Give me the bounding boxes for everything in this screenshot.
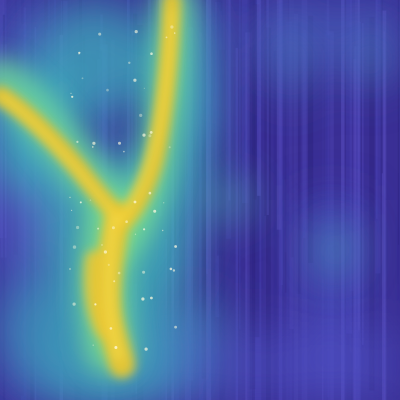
sparkle-dot: [123, 151, 125, 153]
sparkle-dot: [150, 297, 153, 300]
sparkle-dot: [143, 228, 145, 230]
sparkle-dot: [118, 272, 121, 275]
sparkle-dot: [71, 210, 72, 211]
sparkle-dot: [142, 271, 145, 274]
sparkle-dot: [112, 226, 115, 229]
sparkle-dot: [76, 141, 78, 143]
sparkle-dot: [145, 348, 148, 351]
sparkle-dot: [162, 230, 163, 231]
sparkle-dot: [134, 201, 137, 204]
sparkle-dot: [139, 114, 142, 117]
sparkle-dot: [173, 269, 175, 271]
sparkle-dot: [71, 96, 73, 98]
sparkle-dot: [69, 268, 71, 270]
sparkle-dot: [104, 250, 107, 253]
sparkle-dot: [90, 200, 91, 201]
sparkle-dot: [70, 93, 71, 94]
sparkle-dot: [110, 327, 113, 330]
sparkle-dot: [73, 245, 76, 248]
sparkle-dot: [94, 303, 96, 305]
sparkle-dot: [108, 264, 110, 266]
sparkle-dot: [174, 32, 175, 33]
sparkle-dot: [125, 220, 128, 223]
sparkle-dot: [114, 346, 117, 349]
sparkle-dot: [69, 197, 70, 198]
sparkle-dot: [153, 210, 156, 213]
sparkle-dot: [73, 303, 76, 306]
streak: [239, 0, 241, 329]
sparkle-dot: [93, 345, 94, 346]
sparkle-dot: [174, 326, 177, 329]
sparkle-dot: [113, 280, 115, 282]
sparkle-dot: [76, 226, 79, 229]
sparkle-dot: [78, 52, 80, 54]
sparkle-dot: [166, 37, 168, 39]
streak: [228, 0, 230, 201]
sparkle-dot: [150, 131, 153, 134]
sparkle-dot: [97, 228, 99, 230]
sparkle-dot: [128, 62, 130, 64]
sparkle-dot: [163, 202, 164, 203]
sparkle-dot: [118, 142, 121, 145]
sparkle-dot: [80, 201, 82, 203]
sparkle-dot: [133, 79, 136, 82]
sparkle-dot: [135, 234, 136, 235]
sparkle-dot: [170, 268, 173, 271]
sparkle-dot: [141, 297, 144, 300]
sparkle-dot: [92, 142, 95, 145]
sparkle-dot: [101, 244, 102, 245]
sparkle-dot: [82, 77, 84, 79]
sparkle-dot: [174, 245, 177, 248]
sparkle-dot: [149, 192, 152, 195]
sparkle-dot: [148, 134, 151, 137]
sparkle-dot: [144, 88, 145, 89]
sparkle-dot: [169, 146, 171, 148]
sparkle-dot: [106, 89, 109, 92]
sparkle-dot: [150, 52, 153, 55]
sparkle-dot: [98, 33, 101, 36]
sparkle-dot: [92, 146, 94, 148]
sparkle-dot: [170, 25, 173, 28]
sparkle-dot: [142, 134, 145, 137]
sparkle-dot: [135, 30, 138, 33]
